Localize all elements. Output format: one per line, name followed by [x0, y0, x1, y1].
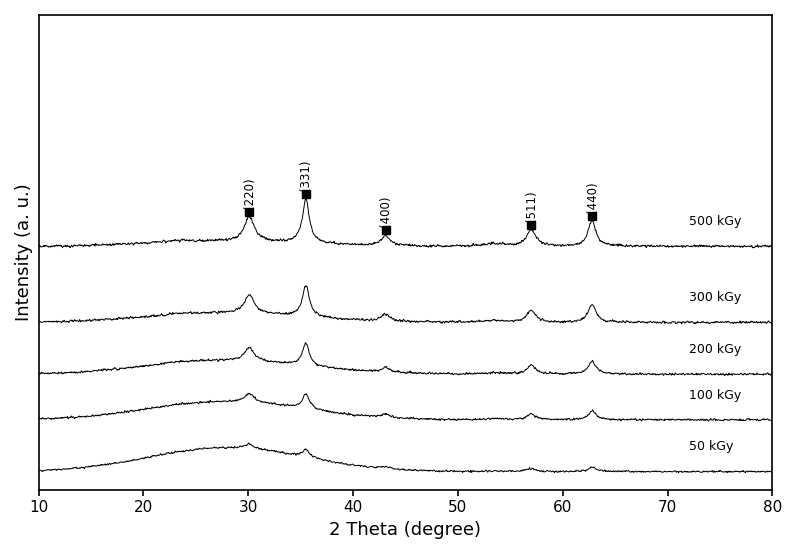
X-axis label: 2 Theta (degree): 2 Theta (degree) [329, 521, 481, 539]
Text: (400): (400) [379, 196, 392, 228]
Text: 500 kGy: 500 kGy [689, 215, 741, 228]
Text: 200 kGy: 200 kGy [689, 343, 740, 356]
Text: 100 kGy: 100 kGy [689, 389, 740, 402]
Text: 50 kGy: 50 kGy [689, 440, 733, 454]
Text: (511): (511) [524, 190, 538, 222]
Text: (220): (220) [243, 177, 256, 209]
Text: (440): (440) [586, 181, 599, 213]
Y-axis label: Intensity (a. u.): Intensity (a. u.) [15, 183, 33, 321]
Text: (331): (331) [300, 160, 312, 191]
Text: 300 kGy: 300 kGy [689, 291, 740, 304]
